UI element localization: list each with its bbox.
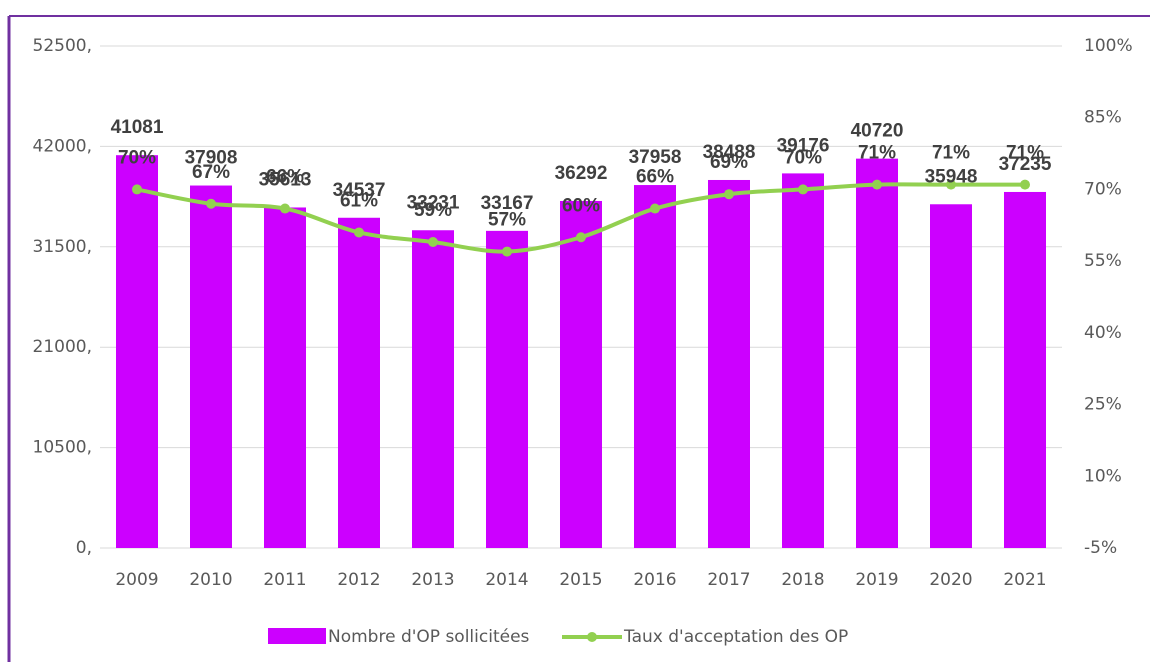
legend-label: Nombre d'OP sollicitées <box>328 627 530 647</box>
line-label: 57% <box>488 210 526 231</box>
line-point <box>354 227 364 238</box>
bar <box>560 200 602 548</box>
x-tick-label: 2020 <box>929 570 972 590</box>
line-point <box>280 203 290 214</box>
x-tick-label: 2019 <box>855 570 898 590</box>
line-point <box>724 189 734 200</box>
line-label: 71% <box>932 143 970 164</box>
bar-label: 37235 <box>999 154 1052 175</box>
y-tick-label: 21000, <box>33 337 92 357</box>
x-tick-label: 2021 <box>1003 570 1046 590</box>
bar-label: 39176 <box>777 135 830 156</box>
x-tick-label: 2017 <box>707 570 750 590</box>
line-label: 60% <box>562 195 600 216</box>
x-tick-label: 2014 <box>485 570 528 590</box>
y-tick-label: 0, <box>76 538 92 558</box>
line-label: 69% <box>710 152 748 173</box>
line-point <box>576 232 586 243</box>
line-point <box>132 184 142 195</box>
y2-tick-label: 25% <box>1084 395 1122 415</box>
legend-swatch <box>587 632 597 642</box>
y-tick-label: 42000, <box>33 136 92 156</box>
x-tick-label: 2009 <box>115 570 158 590</box>
line-label: 70% <box>784 147 822 168</box>
line-point <box>798 184 808 195</box>
x-tick-label: 2011 <box>263 570 306 590</box>
bar-label: 34537 <box>333 180 386 201</box>
bar <box>930 204 972 548</box>
bar <box>116 155 158 549</box>
y2-tick-label: 55% <box>1084 251 1122 271</box>
line-point <box>428 237 438 248</box>
line-point <box>650 203 660 214</box>
y2-tick-label: 10% <box>1084 466 1122 486</box>
x-tick-label: 2010 <box>189 570 232 590</box>
line-label: 66% <box>266 167 304 188</box>
y2-tick-label: 70% <box>1084 179 1122 199</box>
bar-label: 35948 <box>925 166 978 187</box>
y2-tick-label: 100% <box>1084 36 1133 56</box>
y-tick-label: 10500, <box>33 438 92 458</box>
bar-label: 40720 <box>851 121 904 142</box>
bar-label: 37958 <box>629 147 682 168</box>
bar-label: 33231 <box>407 192 460 213</box>
bar <box>634 185 676 548</box>
y2-tick-label: 85% <box>1084 108 1122 128</box>
line-point <box>206 198 216 209</box>
line-label: 71% <box>858 143 896 164</box>
legend-label: Taux d'acceptation des OP <box>623 627 848 647</box>
y2-tick-label: -5% <box>1084 538 1117 558</box>
line-label: 61% <box>340 190 378 211</box>
bar <box>338 217 380 548</box>
x-tick-label: 2015 <box>559 570 602 590</box>
bar-label: 36292 <box>555 163 608 184</box>
bar <box>782 173 824 548</box>
bar-label: 37908 <box>185 148 238 169</box>
line-label: 66% <box>636 167 674 188</box>
line-label: 70% <box>118 147 156 168</box>
x-tick-label: 2016 <box>633 570 676 590</box>
bar <box>1004 191 1046 549</box>
bar-label: 41081 <box>111 117 164 138</box>
bar-label: 38488 <box>703 142 756 163</box>
line-point <box>946 179 956 190</box>
line-point <box>502 246 512 257</box>
bar <box>264 207 306 548</box>
bar <box>412 230 454 548</box>
line-label: 59% <box>414 200 452 221</box>
y-tick-label: 31500, <box>33 237 92 257</box>
line-label: 67% <box>192 162 230 183</box>
bar <box>708 179 750 548</box>
line-label: 71% <box>1006 143 1044 164</box>
bar-label: 33167 <box>481 193 534 214</box>
bar <box>486 230 528 549</box>
line-point <box>1020 179 1030 190</box>
x-tick-label: 2012 <box>337 570 380 590</box>
bar <box>856 158 898 549</box>
y-tick-label: 52500, <box>33 36 92 56</box>
x-tick-label: 2018 <box>781 570 824 590</box>
legend-swatch <box>268 628 326 644</box>
y2-tick-label: 40% <box>1084 323 1122 343</box>
bar <box>190 185 232 548</box>
x-tick-label: 2013 <box>411 570 454 590</box>
line-point <box>872 179 882 190</box>
bar-label: 35613 <box>259 169 312 190</box>
